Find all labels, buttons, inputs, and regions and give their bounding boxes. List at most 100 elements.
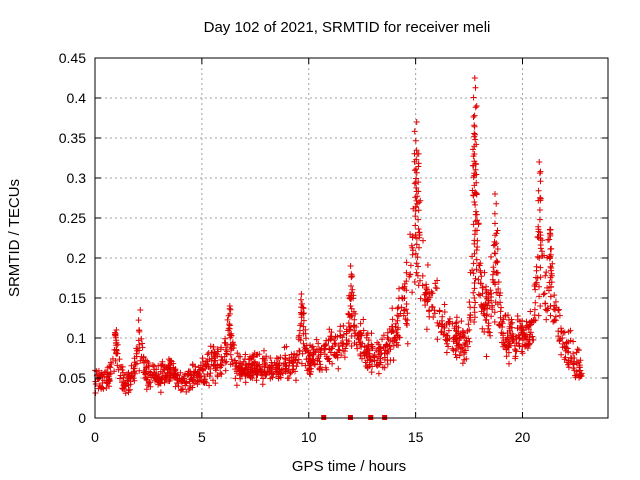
data-point [531,317,538,324]
data-point [228,356,235,363]
data-point [432,280,439,287]
data-point [549,260,556,267]
data-point [207,370,214,377]
data-point [335,365,342,372]
data-point [204,351,211,358]
data-point [254,372,261,378]
data-point [321,343,328,350]
data-point [281,344,288,351]
data-point [208,349,215,356]
data-point [257,367,264,374]
data-point [282,365,289,372]
data-point [514,313,521,319]
data-point [471,112,478,119]
data-point [547,232,554,239]
data-point [117,372,124,379]
data-point [157,380,164,387]
data-point [413,241,420,248]
data-point [441,324,448,331]
data-point [188,372,195,379]
data-point [404,322,410,328]
data-point [136,347,143,354]
data-point [248,361,255,368]
data-point [341,354,348,361]
data-point [187,376,194,383]
data-point [227,306,234,313]
data-point [407,262,414,269]
data-point [260,375,267,382]
data-point [456,352,463,359]
data-point [490,264,497,271]
data-point [424,286,430,293]
data-point [337,323,344,330]
y-tick-label: 0.3 [67,170,87,186]
data-point [316,366,323,373]
data-point [105,377,112,383]
data-point [139,340,146,347]
data-point [155,362,162,369]
data-point [412,231,419,238]
data-point [210,343,217,350]
data-point [435,322,442,329]
data-point [122,381,129,387]
data-point [306,358,313,364]
data-point [445,327,452,334]
data-point [267,355,274,361]
data-point [368,369,375,376]
data-point [505,349,512,356]
data-point [544,284,551,291]
y-tick-label: 0.4 [67,90,87,106]
data-point [470,114,477,120]
data-point [501,341,508,348]
data-point [551,292,558,299]
data-point [273,355,280,362]
data-point [177,369,184,376]
data-point [113,337,120,344]
data-point [207,343,214,350]
data-point [243,364,250,371]
data-point [411,279,418,285]
data-point [504,344,511,351]
data-point [254,364,261,370]
data-point [515,332,522,339]
data-point [201,373,208,379]
data-point [509,319,516,326]
data-point [160,366,167,373]
data-point [299,304,306,311]
data-point [559,344,566,351]
data-point [325,355,332,362]
data-point [446,320,453,327]
data-point [131,365,138,372]
data-point [103,385,110,391]
data-point [472,299,479,306]
data-point [162,372,169,379]
data-point [471,199,478,205]
data-point [307,371,314,378]
data-point [514,325,521,332]
data-point [430,314,437,321]
data-point [534,253,541,260]
data-point [415,263,421,270]
data-point [415,179,422,186]
data-point [478,273,485,280]
data-point [298,314,305,321]
data-point [441,309,448,315]
data-point [343,337,350,343]
y-tick-label: 0.15 [59,290,86,306]
data-point [516,336,523,342]
data-point [199,365,206,372]
data-point [522,341,529,348]
data-point [517,322,524,329]
data-point [533,279,540,286]
data-point [401,307,408,313]
data-point [363,334,370,341]
data-point [475,291,482,298]
data-point [472,189,479,196]
data-point [239,361,246,368]
data-point [573,360,580,367]
data-point [493,240,500,247]
data-point [166,365,173,372]
data-point [298,291,305,297]
data-point [413,147,420,154]
data-point [307,368,314,375]
